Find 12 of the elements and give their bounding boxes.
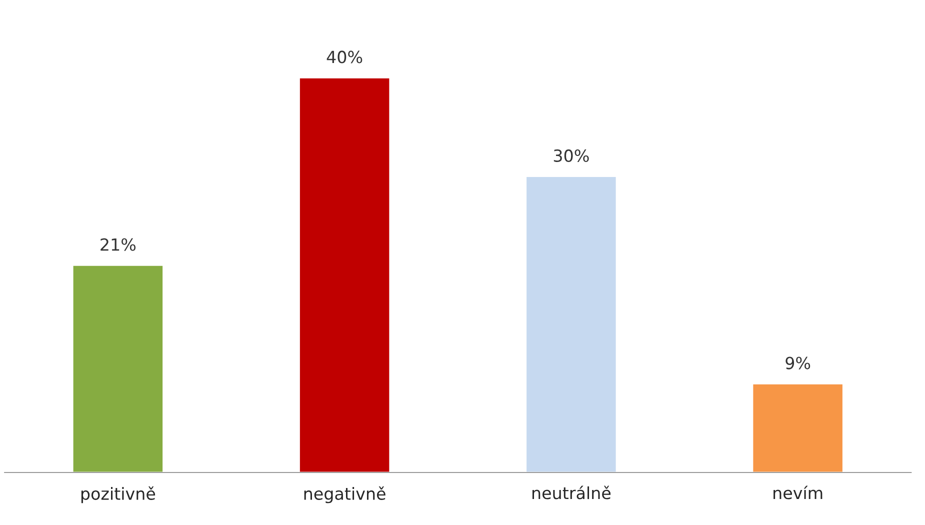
x-tick-label: negativně	[304, 486, 386, 504]
bar	[72, 264, 164, 472]
x-tick-label: neutrálně	[532, 486, 611, 500]
bar	[298, 76, 391, 472]
bar	[752, 382, 844, 472]
x-tick-label: pozitivně	[81, 486, 156, 504]
data-label: 9%	[786, 356, 810, 370]
x-tick-label: nevím	[774, 486, 822, 500]
data-label: 30%	[554, 149, 589, 162]
data-label: 21%	[100, 238, 136, 251]
data-label: 40%	[326, 50, 362, 64]
bar	[525, 176, 618, 472]
